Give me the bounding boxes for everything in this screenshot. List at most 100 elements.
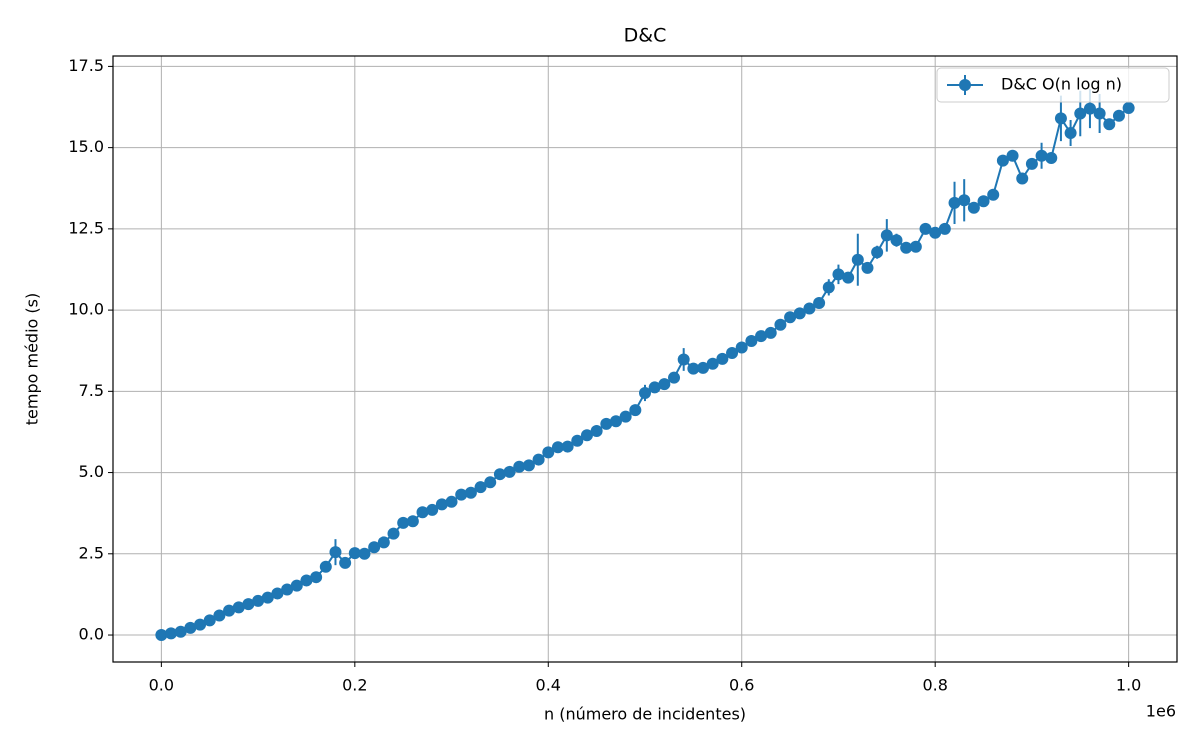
x-tick-label: 0.2 [342, 676, 367, 695]
marker [542, 446, 555, 459]
marker [977, 195, 990, 208]
marker [1083, 102, 1096, 115]
marker [745, 334, 758, 347]
marker [571, 434, 584, 447]
marker [184, 621, 197, 634]
plot-frame [112, 55, 1178, 663]
marker [300, 574, 313, 587]
marker [793, 307, 806, 320]
marker [329, 546, 342, 559]
marker [871, 246, 884, 259]
marker [1025, 157, 1038, 170]
marker [484, 476, 497, 489]
marker [203, 614, 216, 627]
marker [532, 453, 545, 466]
legend: D&C O(n log n) [936, 67, 1170, 103]
marker [958, 194, 971, 207]
marker [464, 486, 477, 499]
y-tick-label: 7.5 [79, 381, 104, 400]
marker [919, 222, 932, 235]
x-tick-label: 0.8 [922, 676, 947, 695]
marker [271, 587, 284, 600]
marker [609, 415, 622, 428]
marker [368, 541, 381, 554]
marker [435, 498, 448, 511]
marker [1064, 127, 1077, 140]
marker [165, 627, 178, 640]
marker [861, 261, 874, 274]
marker [813, 296, 826, 309]
marker [1103, 118, 1116, 131]
marker [600, 417, 613, 430]
marker [522, 459, 535, 472]
marker [803, 302, 816, 315]
x-tick-label: 1.0 [1116, 676, 1141, 695]
marker [580, 429, 593, 442]
marker [281, 583, 294, 596]
marker [726, 346, 739, 359]
marker [455, 488, 468, 501]
y-tick-label: 15.0 [68, 137, 104, 156]
marker [155, 629, 168, 642]
marker [1093, 107, 1106, 120]
marker [561, 440, 574, 453]
marker [774, 318, 787, 331]
marker [938, 222, 951, 235]
marker [339, 556, 352, 569]
marker [1045, 152, 1058, 165]
marker [474, 481, 487, 494]
y-tick-label: 0.0 [79, 625, 104, 644]
y-tick-label: 2.5 [79, 543, 104, 562]
marker [687, 362, 700, 375]
marker [213, 609, 226, 622]
marker [996, 154, 1009, 167]
marker [668, 371, 681, 384]
marker [1006, 149, 1019, 162]
y-tick-label: 5.0 [79, 462, 104, 481]
y-tick-label: 10.0 [68, 300, 104, 319]
marker [706, 357, 719, 370]
marker [639, 386, 651, 399]
marker [677, 353, 690, 366]
marker [513, 460, 526, 473]
marker [851, 253, 864, 266]
marker [1112, 109, 1125, 122]
y-tick-label: 17.5 [68, 56, 104, 75]
marker [967, 201, 980, 214]
marker [629, 404, 642, 417]
marker [242, 598, 255, 611]
marker [1035, 149, 1048, 162]
marker [697, 361, 710, 374]
marker [648, 381, 661, 394]
marker [987, 188, 1000, 201]
marker [551, 441, 564, 454]
marker [909, 240, 922, 253]
marker [397, 516, 410, 529]
marker [716, 352, 729, 365]
marker [832, 268, 845, 281]
marker [948, 196, 961, 209]
marker [290, 579, 303, 592]
marker [194, 618, 207, 631]
x-tick-label: 0.4 [536, 676, 561, 695]
marker [755, 330, 768, 343]
x-tick-label: 0.6 [729, 676, 754, 695]
marker [387, 527, 400, 540]
marker [784, 311, 797, 324]
marker [406, 515, 419, 528]
marker [223, 604, 236, 617]
marker [590, 424, 603, 437]
legend-marker [959, 79, 971, 91]
y-tick-label: 12.5 [68, 218, 104, 237]
marker [416, 506, 429, 519]
marker [842, 271, 855, 284]
marker [929, 226, 942, 239]
marker [493, 468, 506, 481]
marker [1054, 112, 1067, 125]
marker [319, 560, 332, 573]
marker [764, 326, 777, 339]
y-axis-label: tempo médio (s) [23, 293, 42, 425]
marker [358, 547, 371, 560]
marker [503, 465, 516, 478]
